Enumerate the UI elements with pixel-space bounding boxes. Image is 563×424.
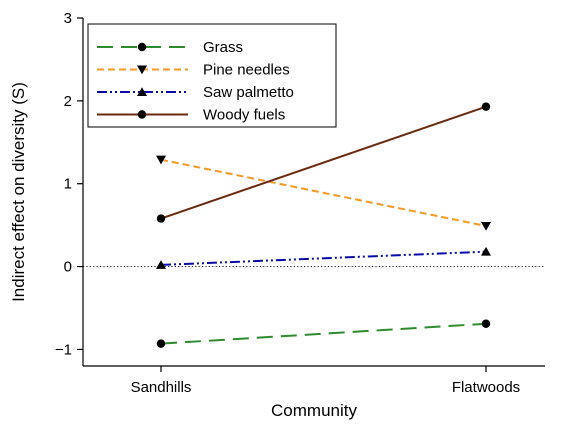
- series-group: [156, 102, 491, 348]
- legend: Grass Pine needles Saw palmetto Woody fuels: [87, 23, 337, 128]
- series-line-grass: [160, 322, 487, 345]
- y-tick-label: −1: [55, 341, 72, 358]
- x-tick-label: Flatwoods: [452, 379, 520, 396]
- legend-label-grass: Grass: [203, 39, 243, 56]
- x-axis: Sandhills Flatwoods: [131, 366, 520, 396]
- legend-label-woody-fuels: Woody fuels: [203, 107, 285, 124]
- series-line-woody-fuels: [160, 105, 487, 220]
- x-axis-title: Community: [271, 401, 357, 420]
- data-point-woody-fuels: [481, 102, 491, 111]
- data-point-woody-fuels: [156, 214, 166, 223]
- legend-entry-woody-fuels: Woody fuels: [97, 107, 285, 124]
- series-line-pine-needles: [160, 158, 487, 227]
- y-axis-title: Indirect effect on diversity (S): [9, 82, 28, 302]
- legend-marker-saw-palmetto: [137, 87, 147, 96]
- x-tick-label: Sandhills: [131, 379, 192, 396]
- legend-marker-grass: [137, 42, 147, 52]
- series-woody-fuels: [156, 102, 491, 223]
- data-point-grass: [481, 319, 491, 328]
- legend-entry-saw-palmetto: Saw palmetto: [97, 84, 294, 101]
- legend-label-pine-needles: Pine needles: [203, 62, 290, 79]
- series-line-saw-palmetto: [160, 250, 487, 266]
- y-tick-label: 0: [64, 259, 72, 276]
- data-point-saw-palmetto: [481, 246, 491, 256]
- series-pine-needles: [156, 155, 491, 231]
- data-point-pine-needles: [156, 155, 166, 165]
- legend-box: [87, 23, 337, 128]
- legend-entry-pine-needles: Pine needles: [97, 62, 290, 79]
- legend-entry-grass: Grass: [97, 39, 243, 56]
- y-tick-label: 1: [64, 176, 72, 193]
- data-point-grass: [156, 339, 166, 348]
- data-point-pine-needles: [481, 221, 491, 231]
- legend-marker-woody-fuels: [137, 110, 147, 119]
- data-point-saw-palmetto: [156, 260, 166, 269]
- y-tick-label: 2: [64, 93, 72, 110]
- series-saw-palmetto: [156, 246, 491, 269]
- legend-label-saw-palmetto: Saw palmetto: [203, 84, 294, 101]
- legend-marker-pine-needles: [137, 65, 147, 75]
- y-axis: −1 0 1 2 3: [55, 10, 83, 358]
- y-tick-label: 3: [64, 10, 72, 27]
- plot-frame: [82, 18, 545, 367]
- series-grass: [156, 319, 491, 348]
